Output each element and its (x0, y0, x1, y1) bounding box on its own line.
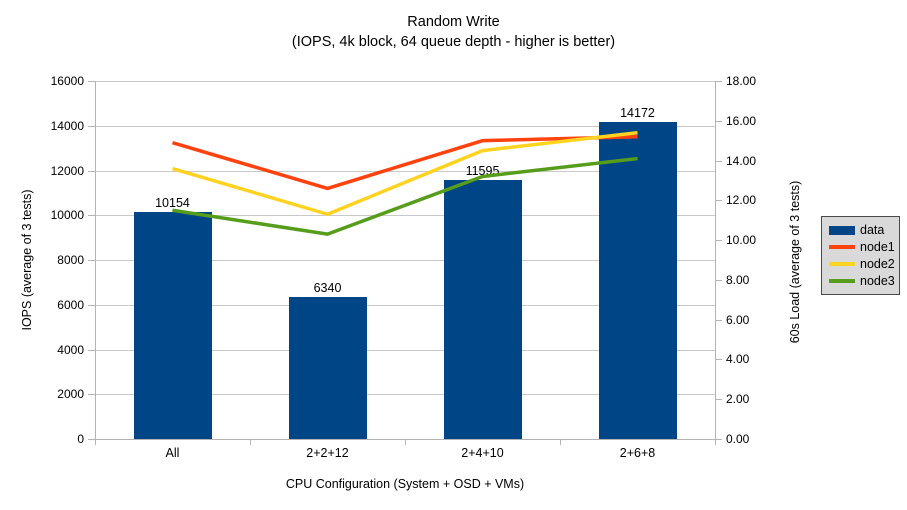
legend-bar-swatch (829, 225, 855, 235)
gridline (95, 304, 715, 306)
legend-label: node3 (860, 274, 895, 288)
left-axis-tick (88, 260, 95, 261)
right-axis-tick-label: 0.00 (726, 432, 750, 446)
right-axis-tick (715, 439, 722, 440)
right-axis-tick (715, 359, 722, 361)
bar-value-label: 14172 (620, 105, 655, 120)
right-axis-tick-label: 18.00 (726, 74, 757, 88)
plot-area: 10154 6340 11595 14172 (95, 81, 715, 439)
legend-line-swatch (829, 245, 855, 249)
chart-title: Random Write (407, 14, 500, 30)
left-axis-tick-label: 14000 (50, 118, 84, 133)
x-axis-title: CPU Configuration (System + OSD + VMs) (285, 477, 525, 491)
legend-label: node2 (860, 257, 895, 271)
legend-line-swatch (829, 279, 855, 283)
right-axis-tick (715, 319, 722, 321)
right-axis-tick (715, 120, 722, 122)
left-axis-tick-label: 4000 (57, 342, 84, 357)
x-axis-tick (405, 439, 406, 445)
left-axis-tick (88, 349, 95, 351)
left-axis-tick-label: 10000 (50, 208, 84, 223)
right-axis-tick-label: 2.00 (726, 392, 750, 407)
bar-value-label: 6340 (313, 281, 342, 296)
left-axis-tick-label: 0 (77, 432, 84, 446)
right-axis-tick-label: 12.00 (726, 193, 757, 208)
left-axis-tick (88, 304, 95, 306)
bar-2+4+10 (443, 179, 522, 439)
right-axis-tick (715, 160, 722, 162)
legend-item-node2: node2 (829, 257, 899, 271)
left-axis-tick-label: 16000 (50, 74, 84, 88)
gridline (95, 125, 715, 127)
line-node3 (172, 156, 638, 236)
gridline (95, 349, 715, 351)
bar-value-label: 10154 (155, 195, 190, 210)
gridline (95, 260, 715, 261)
x-axis-tick (560, 439, 561, 445)
legend: data node1 node2 node3 (821, 216, 900, 295)
left-axis-tick (88, 170, 95, 172)
left-axis-tick-label: 6000 (57, 297, 84, 312)
left-axis-tick (88, 125, 95, 127)
x-axis-tick (250, 439, 251, 445)
right-axis-tick-label: 4.00 (726, 352, 750, 367)
category-label-2+4+10: 2+4+10 (461, 446, 504, 460)
gridline (95, 215, 715, 217)
right-axis-tick-label: 14.00 (726, 153, 757, 168)
legend-item-node1: node1 (829, 240, 899, 254)
legend-label: node1 (860, 240, 895, 254)
legend-item-node3: node3 (829, 274, 899, 288)
right-axis-tick-label: 8.00 (726, 272, 750, 287)
right-axis-tick (715, 399, 722, 401)
left-axis-tick (88, 394, 95, 396)
left-axis-tick (88, 81, 95, 82)
right-axis-tick-label: 6.00 (726, 312, 750, 327)
legend-item-data: data (829, 223, 899, 237)
category-label-2+2+12: 2+2+12 (306, 446, 349, 460)
left-axis-line (95, 81, 96, 439)
gridline (95, 170, 715, 172)
right-axis-title: 60s Load (average of 3 tests) (788, 180, 802, 344)
right-axis-tick (715, 279, 722, 281)
line-node2 (172, 130, 638, 217)
right-axis-line (715, 81, 716, 439)
right-axis-tick (715, 240, 722, 242)
category-label-2+6+8: 2+6+8 (619, 446, 656, 460)
left-axis-tick-label: 12000 (50, 163, 84, 178)
line-series-layer (172, 130, 638, 236)
left-axis-tick-label: 2000 (57, 387, 84, 402)
right-axis-tick-label: 10.00 (726, 233, 757, 248)
legend-line-swatch (829, 262, 855, 266)
bar-2+6+8 (598, 121, 677, 439)
left-axis-tick-label: 8000 (57, 253, 84, 267)
left-axis-tick (88, 439, 95, 440)
legend-label: data (860, 223, 885, 237)
bar-All (133, 211, 212, 439)
chart-subtitle: (IOPS, 4k block, 64 queue depth - higher… (291, 34, 616, 50)
right-axis-tick-label: 16.00 (726, 113, 757, 128)
category-label-All: All (165, 446, 180, 460)
gridline (95, 81, 715, 82)
x-axis-tick (715, 439, 716, 445)
right-axis-tick (715, 200, 722, 202)
x-axis-tick (95, 439, 96, 445)
left-axis-tick (88, 215, 95, 217)
gridline (95, 394, 715, 396)
line-node1 (172, 134, 638, 191)
bar-2+2+12 (288, 297, 367, 439)
right-axis-tick (715, 81, 722, 82)
